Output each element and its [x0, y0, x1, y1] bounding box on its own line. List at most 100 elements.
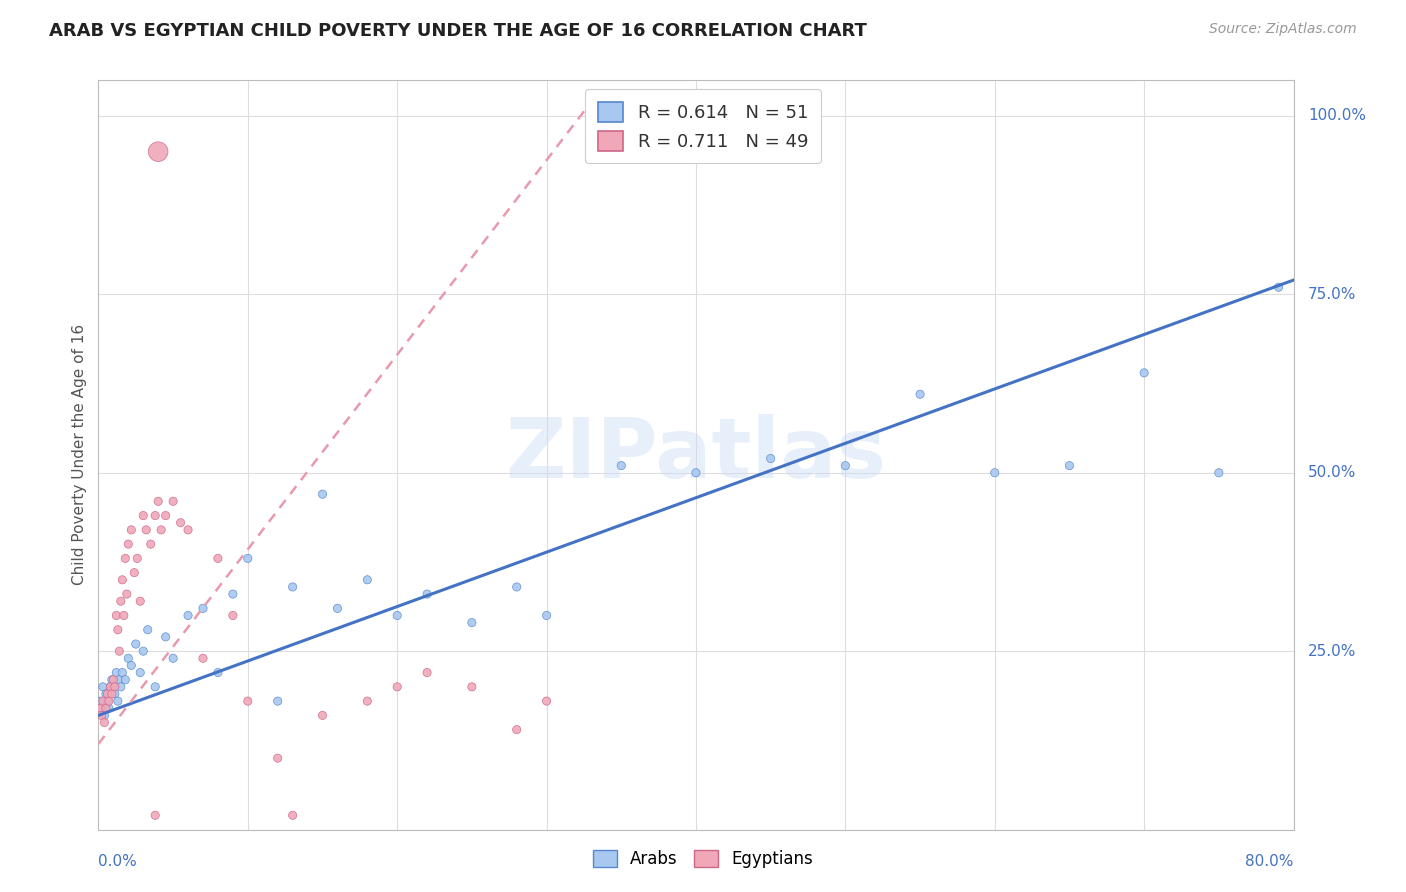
Point [236, 551, 259, 566]
Point [91, 680, 114, 694]
Point [124, 566, 146, 580]
Point [1208, 466, 1230, 480]
Point [90, 708, 112, 723]
Point [155, 630, 177, 644]
Point [101, 687, 124, 701]
Point [207, 665, 229, 680]
Point [143, 508, 166, 523]
Point [97, 694, 120, 708]
Point [536, 608, 558, 623]
Point [385, 680, 409, 694]
Point [162, 651, 184, 665]
Point [127, 551, 149, 566]
Point [1267, 280, 1289, 294]
Point [356, 573, 378, 587]
Point [1133, 366, 1156, 380]
Point [191, 601, 214, 615]
Point [385, 608, 409, 623]
Point [114, 551, 136, 566]
Text: 25.0%: 25.0% [1308, 644, 1357, 658]
Point [281, 808, 304, 822]
Point [108, 673, 131, 687]
Point [112, 608, 135, 623]
Point [108, 644, 131, 658]
Point [281, 580, 304, 594]
Point [94, 701, 117, 715]
Point [834, 458, 856, 473]
Point [91, 694, 114, 708]
Legend: Arabs, Egyptians: Arabs, Egyptians [586, 843, 820, 875]
Point [139, 537, 162, 551]
Point [98, 680, 122, 694]
Point [191, 651, 214, 665]
Point [114, 673, 136, 687]
Point [117, 537, 139, 551]
Text: 80.0%: 80.0% [1246, 854, 1294, 869]
Text: 50.0%: 50.0% [1308, 466, 1357, 480]
Point [94, 687, 117, 701]
Point [97, 701, 120, 715]
Y-axis label: Child Poverty Under the Age of 16: Child Poverty Under the Age of 16 [72, 325, 87, 585]
Point [129, 594, 152, 608]
Point [105, 608, 128, 623]
Point [105, 665, 128, 680]
Text: ZIPatlas: ZIPatlas [506, 415, 886, 495]
Point [103, 673, 125, 687]
Point [267, 694, 290, 708]
Point [759, 451, 782, 466]
Point [236, 694, 259, 708]
Point [129, 665, 152, 680]
Point [162, 494, 184, 508]
Text: Source: ZipAtlas.com: Source: ZipAtlas.com [1209, 22, 1357, 37]
Point [311, 708, 333, 723]
Point [120, 658, 142, 673]
Point [984, 466, 1007, 480]
Point [110, 680, 132, 694]
Point [89, 701, 111, 715]
Point [107, 694, 129, 708]
Point [117, 651, 139, 665]
Point [115, 587, 138, 601]
Point [103, 680, 125, 694]
Point [104, 687, 127, 701]
Point [311, 487, 333, 501]
Point [132, 644, 155, 658]
Point [610, 458, 633, 473]
Point [111, 573, 134, 587]
Point [96, 694, 118, 708]
Point [125, 637, 148, 651]
Text: ARAB VS EGYPTIAN CHILD POVERTY UNDER THE AGE OF 16 CORRELATION CHART: ARAB VS EGYPTIAN CHILD POVERTY UNDER THE… [49, 22, 868, 40]
Point [136, 623, 159, 637]
Point [98, 680, 122, 694]
Point [101, 673, 124, 687]
Point [96, 687, 118, 701]
Point [222, 608, 245, 623]
Point [908, 387, 931, 401]
Point [155, 508, 177, 523]
Point [169, 516, 191, 530]
Point [222, 587, 245, 601]
Point [93, 708, 115, 723]
Point [89, 694, 111, 708]
Point [1059, 458, 1081, 473]
Point [356, 694, 378, 708]
Point [207, 551, 229, 566]
Point [110, 594, 132, 608]
Point [143, 808, 166, 822]
Legend: R = 0.614   N = 51, R = 0.711   N = 49: R = 0.614 N = 51, R = 0.711 N = 49 [585, 89, 821, 163]
Point [107, 623, 129, 637]
Text: 100.0%: 100.0% [1308, 109, 1365, 123]
Point [506, 723, 529, 737]
Point [93, 715, 115, 730]
Point [416, 587, 439, 601]
Point [132, 508, 155, 523]
Point [135, 523, 157, 537]
Point [416, 665, 439, 680]
Point [506, 580, 529, 594]
Point [150, 523, 173, 537]
Point [120, 523, 142, 537]
Point [685, 466, 707, 480]
Text: 75.0%: 75.0% [1308, 287, 1357, 301]
Point [111, 665, 134, 680]
Point [104, 680, 127, 694]
